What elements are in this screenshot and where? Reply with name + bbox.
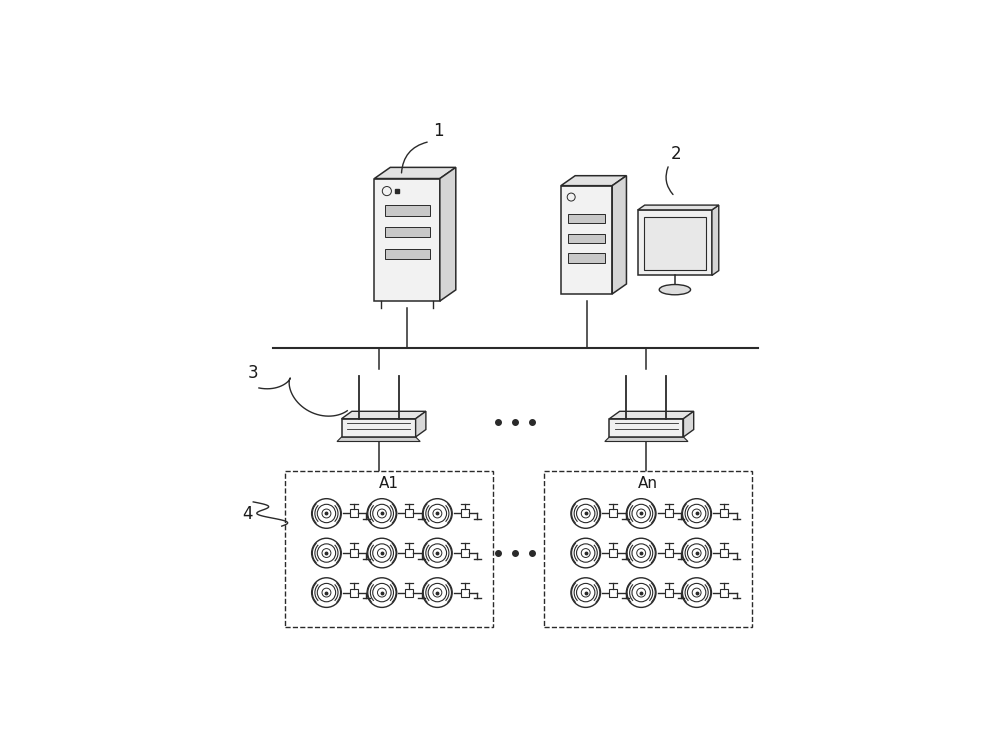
Bar <box>609 419 683 437</box>
Text: T1: T1 <box>374 418 392 432</box>
Bar <box>561 186 612 294</box>
Bar <box>665 549 673 557</box>
Bar <box>461 588 469 596</box>
FancyBboxPatch shape <box>568 214 605 223</box>
FancyBboxPatch shape <box>285 471 493 628</box>
Bar <box>720 588 728 596</box>
Bar <box>405 588 413 596</box>
Bar <box>350 549 358 557</box>
Bar <box>609 549 617 557</box>
Bar <box>638 210 712 275</box>
Polygon shape <box>337 437 420 442</box>
Bar <box>461 510 469 517</box>
Bar <box>720 549 728 557</box>
Bar <box>609 588 617 596</box>
Bar <box>405 510 413 517</box>
FancyBboxPatch shape <box>385 249 430 259</box>
Bar <box>665 510 673 517</box>
Text: 3: 3 <box>248 364 259 383</box>
Bar <box>350 510 358 517</box>
Polygon shape <box>683 411 694 437</box>
Text: An: An <box>638 476 658 491</box>
Text: A1: A1 <box>379 476 399 491</box>
Polygon shape <box>416 411 426 437</box>
FancyBboxPatch shape <box>568 234 605 243</box>
Bar <box>350 588 358 596</box>
Polygon shape <box>605 437 688 442</box>
Polygon shape <box>612 175 626 294</box>
Text: 2: 2 <box>671 144 682 163</box>
Bar <box>609 510 617 517</box>
Bar <box>461 549 469 557</box>
Bar <box>342 419 416 437</box>
Polygon shape <box>638 205 719 210</box>
Text: Tm: Tm <box>640 418 662 432</box>
Polygon shape <box>342 411 426 419</box>
Text: 1: 1 <box>433 122 444 140</box>
Bar <box>405 549 413 557</box>
Polygon shape <box>374 167 456 178</box>
Polygon shape <box>440 167 456 301</box>
Polygon shape <box>712 205 719 275</box>
Polygon shape <box>609 411 694 419</box>
FancyBboxPatch shape <box>544 471 752 628</box>
Bar <box>644 217 706 269</box>
FancyBboxPatch shape <box>385 227 430 238</box>
FancyBboxPatch shape <box>385 205 430 215</box>
FancyBboxPatch shape <box>568 254 605 263</box>
Polygon shape <box>561 175 626 186</box>
Bar <box>720 510 728 517</box>
Text: 4: 4 <box>242 505 253 522</box>
Bar <box>665 588 673 596</box>
Bar <box>374 178 440 301</box>
Ellipse shape <box>659 284 691 295</box>
